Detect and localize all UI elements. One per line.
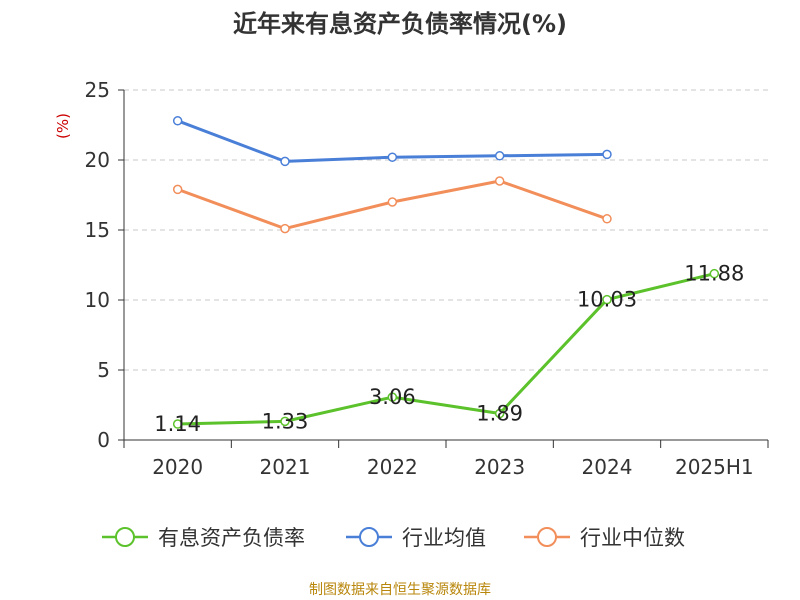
data-point bbox=[280, 416, 290, 427]
data-point bbox=[172, 116, 183, 126]
y-tick-label: 25 bbox=[85, 78, 110, 102]
y-tick-label: 5 bbox=[97, 358, 110, 382]
data-label: 3.06 bbox=[369, 385, 416, 409]
data-point bbox=[280, 156, 290, 167]
legend-label: 行业均值 bbox=[402, 526, 486, 550]
series-points bbox=[172, 116, 720, 429]
source-note: 制图数据来自恒生聚源数据库 bbox=[309, 582, 491, 598]
tick-labels: 0 5 10 15 20 25 2020 2021 2022 2023 2024 2025H1 (%) bbox=[54, 78, 754, 479]
data-point bbox=[602, 149, 612, 160]
data-label: 11.88 bbox=[684, 262, 744, 286]
legend-label: 有息资产负债率 bbox=[158, 526, 305, 550]
x-tick-label: 2023 bbox=[474, 455, 525, 479]
chart-title: 近年来有息资产负债率情况(%) bbox=[233, 10, 567, 38]
legend-marker bbox=[115, 527, 135, 547]
y-tick-label: 10 bbox=[85, 288, 110, 312]
data-point bbox=[172, 419, 183, 429]
x-tick-label: 2020 bbox=[152, 455, 203, 479]
x-tick-label: 2021 bbox=[260, 455, 311, 479]
x-tick-label: 2025H1 bbox=[675, 455, 754, 479]
y-axis-label: (%) bbox=[54, 113, 72, 139]
y-tick-label: 0 bbox=[97, 428, 110, 452]
data-point bbox=[387, 197, 398, 207]
data-point bbox=[494, 176, 505, 186]
data-point bbox=[387, 392, 398, 402]
series-line-0 bbox=[177, 272, 715, 426]
x-tick-label: 2022 bbox=[367, 455, 418, 479]
data-point bbox=[494, 408, 505, 419]
data-label: 1.89 bbox=[476, 402, 523, 426]
legend-label: 行业中位数 bbox=[580, 526, 685, 550]
legend-marker bbox=[537, 527, 557, 547]
data-label: 1.14 bbox=[154, 412, 201, 436]
data-point bbox=[387, 152, 398, 162]
series-lines bbox=[177, 119, 715, 426]
data-label: 1.33 bbox=[262, 409, 309, 433]
y-tick-label: 15 bbox=[85, 218, 110, 242]
data-point bbox=[709, 268, 720, 279]
data-point bbox=[172, 184, 183, 195]
data-label: 10.03 bbox=[577, 288, 637, 312]
grid-lines bbox=[124, 89, 768, 371]
data-point bbox=[602, 214, 612, 224]
axes bbox=[118, 89, 769, 448]
data-point bbox=[494, 151, 505, 161]
legend: 有息资产负债率 行业均值 行业中位数 bbox=[102, 526, 685, 550]
data-labels: 1.14 1.33 3.06 1.89 10.03 11.88 bbox=[154, 262, 744, 436]
x-tick-label: 2024 bbox=[582, 455, 633, 479]
y-tick-label: 20 bbox=[85, 148, 110, 172]
data-point bbox=[280, 223, 290, 234]
legend-marker bbox=[359, 527, 379, 547]
data-point bbox=[602, 294, 612, 305]
